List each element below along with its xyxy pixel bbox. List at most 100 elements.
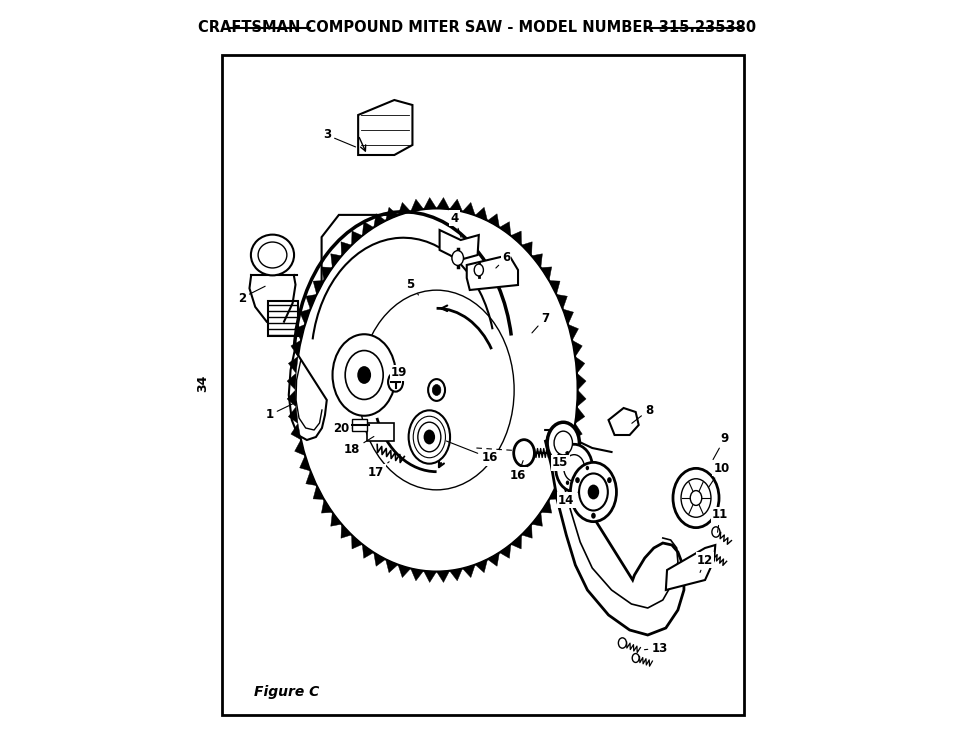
Polygon shape: [288, 356, 297, 373]
Polygon shape: [575, 407, 584, 423]
Polygon shape: [449, 568, 462, 581]
Text: 8: 8: [631, 404, 653, 423]
Polygon shape: [556, 294, 567, 309]
Circle shape: [452, 250, 463, 265]
Circle shape: [606, 477, 611, 483]
Polygon shape: [562, 456, 573, 471]
Polygon shape: [556, 471, 567, 485]
Ellipse shape: [251, 235, 294, 276]
Polygon shape: [499, 222, 510, 236]
Text: 10: 10: [708, 462, 729, 488]
Polygon shape: [462, 202, 475, 216]
Circle shape: [474, 264, 483, 276]
Circle shape: [556, 445, 592, 492]
Circle shape: [428, 379, 444, 401]
Polygon shape: [313, 485, 324, 499]
Polygon shape: [531, 512, 542, 526]
Polygon shape: [397, 565, 410, 577]
Polygon shape: [436, 571, 449, 582]
Circle shape: [408, 411, 450, 464]
Polygon shape: [289, 350, 327, 440]
Circle shape: [357, 366, 371, 384]
Circle shape: [295, 208, 577, 571]
Polygon shape: [291, 423, 300, 439]
Polygon shape: [423, 571, 436, 582]
Polygon shape: [321, 267, 332, 281]
Circle shape: [618, 638, 626, 648]
Polygon shape: [340, 242, 352, 256]
Circle shape: [432, 385, 440, 396]
Polygon shape: [575, 356, 584, 373]
Polygon shape: [306, 294, 316, 309]
Polygon shape: [466, 255, 517, 290]
Polygon shape: [449, 199, 462, 211]
Polygon shape: [288, 407, 297, 423]
Circle shape: [585, 466, 589, 471]
Bar: [268, 301, 297, 336]
Circle shape: [333, 334, 395, 416]
Text: 18: 18: [344, 436, 374, 456]
Polygon shape: [487, 553, 499, 566]
Circle shape: [570, 462, 616, 522]
Polygon shape: [475, 559, 487, 573]
Circle shape: [547, 422, 578, 464]
Polygon shape: [567, 439, 578, 456]
Text: 34: 34: [195, 374, 209, 392]
Polygon shape: [410, 199, 423, 211]
Polygon shape: [385, 559, 397, 573]
Polygon shape: [521, 524, 532, 538]
Polygon shape: [299, 456, 310, 471]
Polygon shape: [313, 281, 324, 294]
Polygon shape: [475, 207, 487, 221]
Circle shape: [587, 485, 598, 499]
Polygon shape: [352, 535, 362, 549]
Polygon shape: [665, 545, 715, 590]
Polygon shape: [510, 535, 521, 549]
Polygon shape: [487, 213, 499, 227]
Bar: [366, 423, 394, 441]
Text: 15: 15: [552, 452, 568, 470]
Polygon shape: [608, 408, 638, 435]
Text: 4: 4: [450, 211, 460, 237]
Polygon shape: [549, 485, 559, 499]
Polygon shape: [544, 440, 683, 635]
Text: 17: 17: [368, 462, 389, 479]
Polygon shape: [462, 565, 475, 577]
Circle shape: [417, 422, 440, 452]
Polygon shape: [331, 253, 341, 268]
Polygon shape: [321, 499, 332, 513]
Polygon shape: [291, 340, 300, 356]
Polygon shape: [510, 231, 521, 245]
Circle shape: [513, 439, 534, 466]
Polygon shape: [294, 325, 305, 340]
Circle shape: [554, 431, 572, 455]
Polygon shape: [374, 553, 385, 566]
Circle shape: [711, 527, 720, 537]
Text: 14: 14: [558, 491, 578, 507]
Circle shape: [591, 513, 595, 519]
Polygon shape: [294, 439, 305, 456]
Text: 9: 9: [712, 431, 728, 459]
Circle shape: [632, 654, 639, 662]
Text: 20: 20: [333, 422, 351, 434]
Polygon shape: [577, 390, 585, 407]
Text: CRAFTSMAN COMPOUND MITER SAW - MODEL NUMBER 315.235380: CRAFTSMAN COMPOUND MITER SAW - MODEL NUM…: [197, 21, 756, 36]
Polygon shape: [352, 231, 362, 245]
Circle shape: [672, 468, 719, 528]
Circle shape: [345, 350, 383, 399]
Circle shape: [423, 430, 435, 445]
Text: 1: 1: [265, 403, 294, 422]
Polygon shape: [299, 309, 310, 325]
Text: 7: 7: [532, 311, 549, 333]
Text: 11: 11: [711, 508, 727, 532]
Polygon shape: [362, 222, 374, 236]
Text: 19: 19: [391, 367, 407, 382]
Polygon shape: [374, 213, 385, 227]
Circle shape: [690, 491, 701, 505]
Polygon shape: [531, 253, 542, 268]
Text: 16: 16: [446, 441, 497, 465]
Polygon shape: [397, 202, 410, 216]
Polygon shape: [439, 230, 478, 260]
Text: Figure C: Figure C: [254, 685, 319, 699]
Polygon shape: [572, 423, 581, 439]
